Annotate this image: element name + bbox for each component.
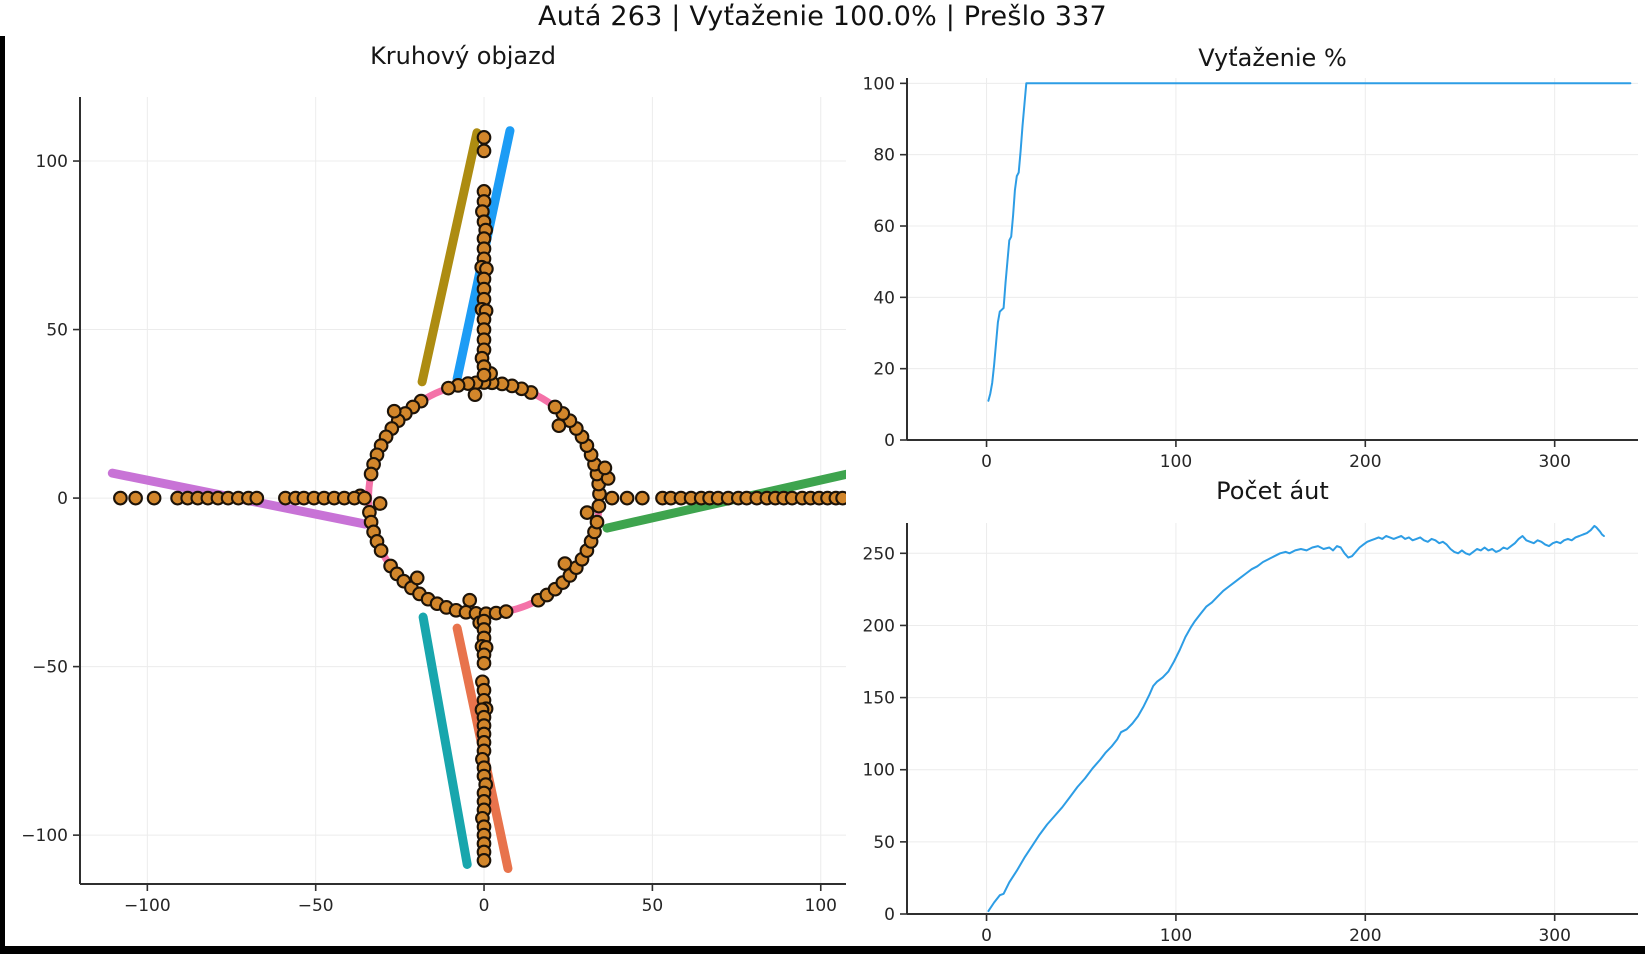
y-tick-label: 50 bbox=[873, 833, 895, 853]
x-tick-label: 300 bbox=[1538, 926, 1570, 946]
car-dot bbox=[386, 403, 402, 419]
roundabout-plot: −100 −50 0 50 100 −100 −50 0 50 100 bbox=[21, 97, 846, 916]
x-tick-label: 0 bbox=[981, 452, 992, 472]
car-dot bbox=[498, 604, 514, 619]
car-dot bbox=[835, 490, 846, 506]
x-tick-label: 100 bbox=[805, 896, 837, 916]
car-dot bbox=[409, 570, 425, 586]
car-dot bbox=[372, 496, 388, 511]
utilization-plot: 0 100 200 300 0 20 40 60 80 100 bbox=[863, 74, 1638, 472]
x-tick-label: 0 bbox=[479, 896, 490, 916]
y-tick-label: 50 bbox=[46, 321, 68, 341]
car-dot bbox=[547, 399, 563, 415]
y-tick-label: −100 bbox=[21, 826, 68, 846]
y-tick-label: 0 bbox=[884, 431, 895, 451]
car-dot bbox=[589, 514, 605, 530]
car-dot bbox=[363, 466, 379, 482]
utilization-content bbox=[987, 82, 1632, 402]
x-tick-label: 50 bbox=[642, 896, 664, 916]
y-tick-label: 100 bbox=[36, 152, 68, 172]
car-dot bbox=[146, 490, 162, 506]
x-tick-label: 200 bbox=[1349, 452, 1381, 472]
car-dot bbox=[373, 543, 389, 558]
car-dot bbox=[441, 380, 456, 396]
car-dot bbox=[476, 130, 492, 145]
car-dot bbox=[476, 655, 492, 671]
y-tick-label: −50 bbox=[32, 658, 68, 678]
car-dot bbox=[128, 490, 143, 506]
y-tick-label: 20 bbox=[873, 360, 895, 380]
car-dot bbox=[113, 490, 128, 506]
series-line bbox=[987, 524, 1605, 913]
frame-left-bar bbox=[0, 36, 5, 954]
main-title: Autá 263 | Vyťaženie 100.0% | Prešlo 337 bbox=[538, 1, 1107, 32]
x-tick-label: 200 bbox=[1349, 926, 1381, 946]
x-tick-label: 100 bbox=[1160, 926, 1192, 946]
car-dot bbox=[357, 490, 372, 506]
roundabout-content bbox=[107, 126, 846, 873]
y-tick-label: 200 bbox=[863, 616, 895, 636]
south-exit-road bbox=[418, 612, 472, 869]
car-dot bbox=[551, 418, 567, 434]
y-tick-label: 40 bbox=[873, 288, 895, 308]
series-line bbox=[987, 82, 1632, 402]
y-tick-label: 0 bbox=[57, 489, 68, 509]
north-exit-road bbox=[417, 128, 482, 387]
car-dot bbox=[249, 490, 265, 506]
x-tick-label: −50 bbox=[298, 896, 334, 916]
x-tick-label: 300 bbox=[1538, 452, 1570, 472]
y-tick-label: 150 bbox=[863, 689, 895, 709]
car-dot bbox=[591, 498, 607, 514]
car-dot bbox=[557, 556, 573, 571]
y-tick-label: 250 bbox=[863, 544, 895, 564]
y-tick-label: 100 bbox=[863, 761, 895, 781]
y-tick-label: 60 bbox=[873, 217, 895, 237]
x-tick-label: 0 bbox=[981, 926, 992, 946]
y-tick-label: 100 bbox=[863, 74, 895, 94]
car-dot bbox=[604, 490, 620, 506]
x-tick-label: 100 bbox=[1160, 452, 1192, 472]
car-count-title: Počet áut bbox=[1216, 477, 1329, 505]
frame-bottom-bar bbox=[0, 946, 1645, 954]
car-dot bbox=[476, 367, 492, 383]
roundabout-title: Kruhový objazd bbox=[370, 42, 556, 70]
utilization-title: Vyťaženie % bbox=[1198, 44, 1347, 72]
car-count-content bbox=[987, 524, 1605, 913]
car-dot bbox=[579, 505, 595, 520]
car-dot bbox=[476, 853, 492, 868]
car-dot bbox=[597, 460, 613, 476]
y-tick-label: 80 bbox=[873, 146, 895, 166]
car-dot bbox=[634, 490, 650, 506]
car-dot bbox=[467, 387, 483, 403]
car-dot bbox=[462, 592, 478, 608]
car-dot bbox=[476, 143, 492, 159]
car-count-plot: 0 100 200 300 0 50 100 150 200 250 bbox=[863, 523, 1638, 946]
x-tick-label: −100 bbox=[124, 896, 171, 916]
car-dot bbox=[619, 490, 635, 506]
y-tick-label: 0 bbox=[884, 905, 895, 925]
